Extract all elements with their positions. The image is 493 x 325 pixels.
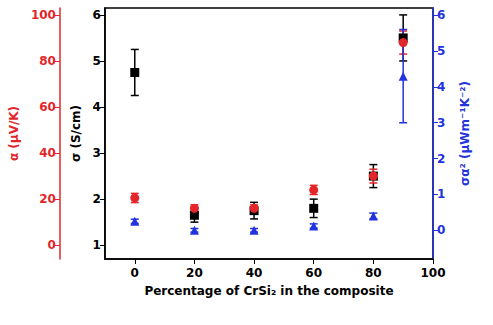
svg-text:3: 3 <box>93 146 101 160</box>
svg-text:80: 80 <box>39 54 56 68</box>
svg-text:0: 0 <box>48 238 56 252</box>
svg-text:60: 60 <box>39 100 56 114</box>
svg-text:0: 0 <box>437 223 445 237</box>
svg-text:20: 20 <box>39 192 56 206</box>
svg-text:σ (S/cm): σ (S/cm) <box>69 105 83 162</box>
svg-text:1: 1 <box>93 238 101 252</box>
svg-text:100: 100 <box>31 8 56 22</box>
svg-text:2: 2 <box>437 152 445 166</box>
svg-text:α (μV/K): α (μV/K) <box>7 106 21 161</box>
svg-text:100: 100 <box>420 266 445 280</box>
svg-text:4: 4 <box>437 80 445 94</box>
svg-text:80: 80 <box>365 266 382 280</box>
svg-text:4: 4 <box>93 100 101 114</box>
svg-text:20: 20 <box>186 266 203 280</box>
svg-text:5: 5 <box>93 54 101 68</box>
svg-text:0: 0 <box>131 266 139 280</box>
svg-text:σα² (μWm⁻¹K⁻²): σα² (μWm⁻¹K⁻²) <box>458 81 472 186</box>
svg-text:6: 6 <box>93 8 101 22</box>
svg-text:5: 5 <box>437 44 445 58</box>
svg-text:3: 3 <box>437 116 445 130</box>
svg-text:40: 40 <box>39 146 56 160</box>
svg-text:40: 40 <box>246 266 263 280</box>
svg-text:Percentage of CrSi₂ in the com: Percentage of CrSi₂ in the composite <box>144 284 393 298</box>
svg-text:1: 1 <box>437 187 445 201</box>
svg-text:2: 2 <box>93 192 101 206</box>
svg-text:6: 6 <box>437 8 445 22</box>
svg-text:60: 60 <box>305 266 322 280</box>
